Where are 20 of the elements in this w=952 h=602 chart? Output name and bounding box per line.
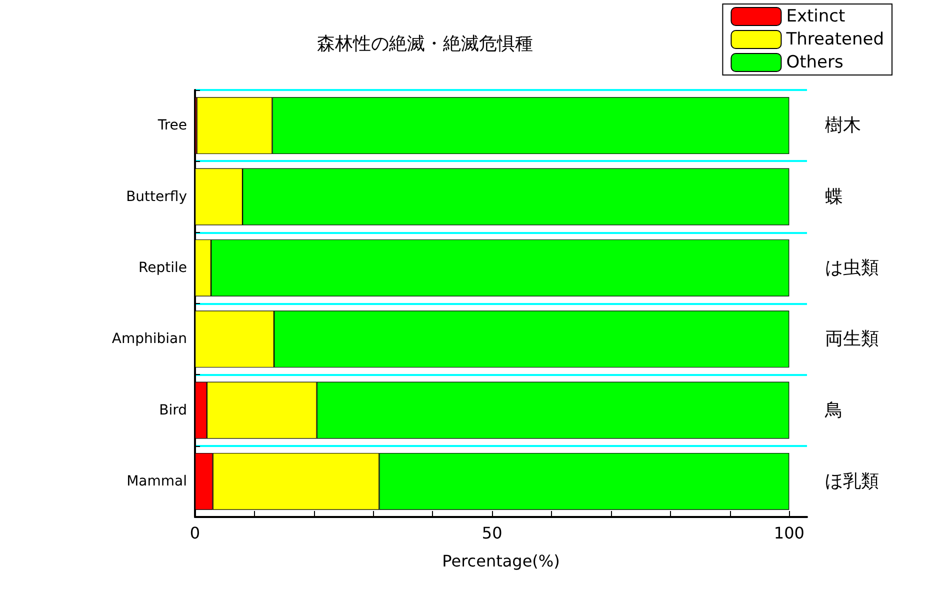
y2-tick-label: ほ乳類 bbox=[825, 470, 879, 492]
legend-label: Others bbox=[786, 52, 844, 72]
y2-tick-label: 両生類 bbox=[825, 328, 879, 350]
y2-tick-label: 蝶 bbox=[825, 186, 843, 208]
y-tick-label: Bird bbox=[159, 402, 187, 418]
y2-tick-label: 樹木 bbox=[825, 115, 861, 136]
y2-tick-label: は虫類 bbox=[825, 257, 879, 278]
legend-label: Threatened bbox=[785, 30, 884, 50]
y-tick-label: Tree bbox=[156, 118, 187, 134]
x-axis-title: Percentage(%) bbox=[442, 552, 560, 570]
y-tick-label: Reptile bbox=[138, 260, 187, 276]
x-tick-label: 0 bbox=[190, 524, 200, 542]
y2-tick-label: 鳥 bbox=[824, 400, 843, 421]
x-tick-label: 100 bbox=[774, 524, 804, 542]
chart-title: 森林性の絶滅・絶滅危惧種 bbox=[317, 34, 533, 54]
y-tick-label: Butterfly bbox=[126, 188, 187, 205]
legend-label: Extinct bbox=[786, 6, 846, 26]
y-tick-label: Mammal bbox=[126, 473, 187, 490]
y-tick-label: Amphibian bbox=[112, 331, 187, 348]
x-tick-label: 50 bbox=[482, 524, 502, 542]
